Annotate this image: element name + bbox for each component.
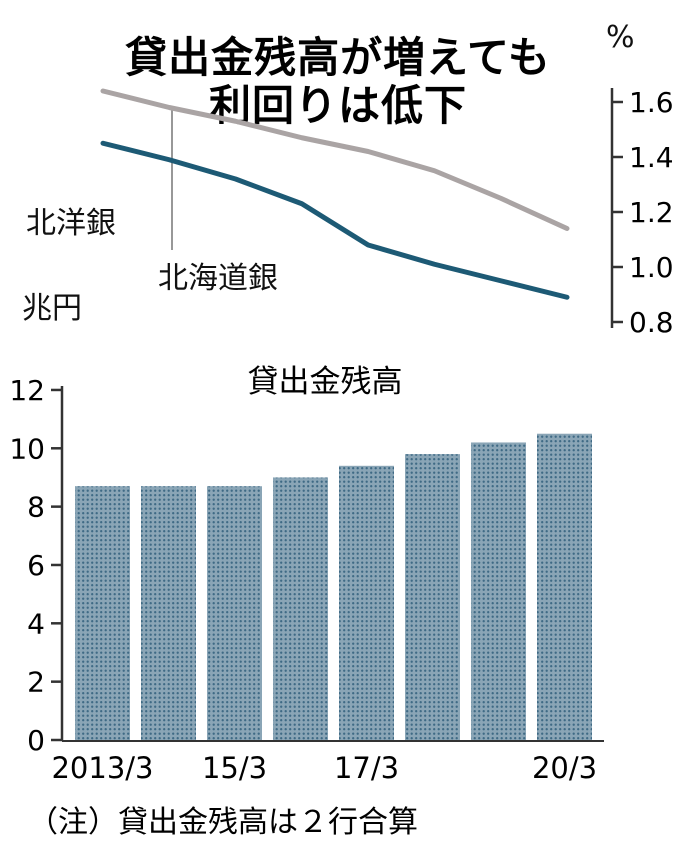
loan-balance-bar-2017-3 bbox=[339, 465, 394, 740]
footnote: （注）貸出金残高は２行合算 bbox=[28, 805, 418, 840]
balance-tick-label: 10 bbox=[9, 432, 45, 465]
balance-tick-label: 0 bbox=[27, 724, 45, 757]
loan-balance-bar-chart: 0 2 4 6 8 10 12 2013/3 15/3 17/3 20/3 bbox=[9, 374, 604, 785]
loan-balance-bar-2016-3 bbox=[273, 477, 328, 740]
title-line-1: 貸出金残高が増えても bbox=[125, 33, 551, 83]
bar-chart-title: 貸出金残高 bbox=[247, 364, 403, 400]
loan-balance-bar-2013-3 bbox=[75, 486, 130, 740]
balance-x-label: 20/3 bbox=[532, 751, 597, 785]
balance-tick-label: 12 bbox=[9, 374, 45, 407]
hokkaido-bank-series-label: 北海道銀 bbox=[158, 261, 278, 296]
balance-x-label: 2013/3 bbox=[51, 751, 153, 785]
hokuyo-bank-series-label: 北洋銀 bbox=[26, 206, 116, 241]
balance-tick-label: 4 bbox=[27, 607, 45, 640]
chart-main-title: 貸出金残高が増えても 利回りは低下 bbox=[0, 34, 676, 129]
yield-line-chart: 1.6 1.4 1.2 1.0 0.8 bbox=[100, 86, 674, 339]
loan-balance-bar-2018-3 bbox=[405, 454, 460, 740]
balance-tick-label: 2 bbox=[27, 666, 45, 699]
loan-balance-bar-2020-3 bbox=[537, 433, 592, 740]
yield-tick-label: 1.6 bbox=[629, 86, 674, 119]
yield-tick-label: 1.4 bbox=[629, 141, 674, 174]
loan-balance-bar-2019-3 bbox=[471, 442, 526, 740]
loan-balance-bar-2014-3 bbox=[141, 486, 196, 740]
yield-tick-label: 1.0 bbox=[629, 251, 674, 284]
hokuyo-bank-line bbox=[100, 140, 570, 300]
balance-x-label: 15/3 bbox=[202, 751, 267, 785]
title-line-2: 利回りは低下 bbox=[208, 80, 467, 130]
unit-label-percent: % bbox=[606, 20, 635, 55]
hokkaido-bank-line bbox=[100, 88, 570, 231]
yield-tick-label: 0.8 bbox=[629, 306, 674, 339]
unit-label-trillion-yen: 兆円 bbox=[22, 291, 82, 326]
balance-tick-label: 6 bbox=[27, 549, 45, 582]
balance-x-label: 17/3 bbox=[334, 751, 399, 785]
yield-tick-label: 1.2 bbox=[629, 196, 674, 229]
balance-tick-label: 8 bbox=[27, 491, 45, 524]
loan-balance-bar-2015-3 bbox=[207, 486, 262, 740]
